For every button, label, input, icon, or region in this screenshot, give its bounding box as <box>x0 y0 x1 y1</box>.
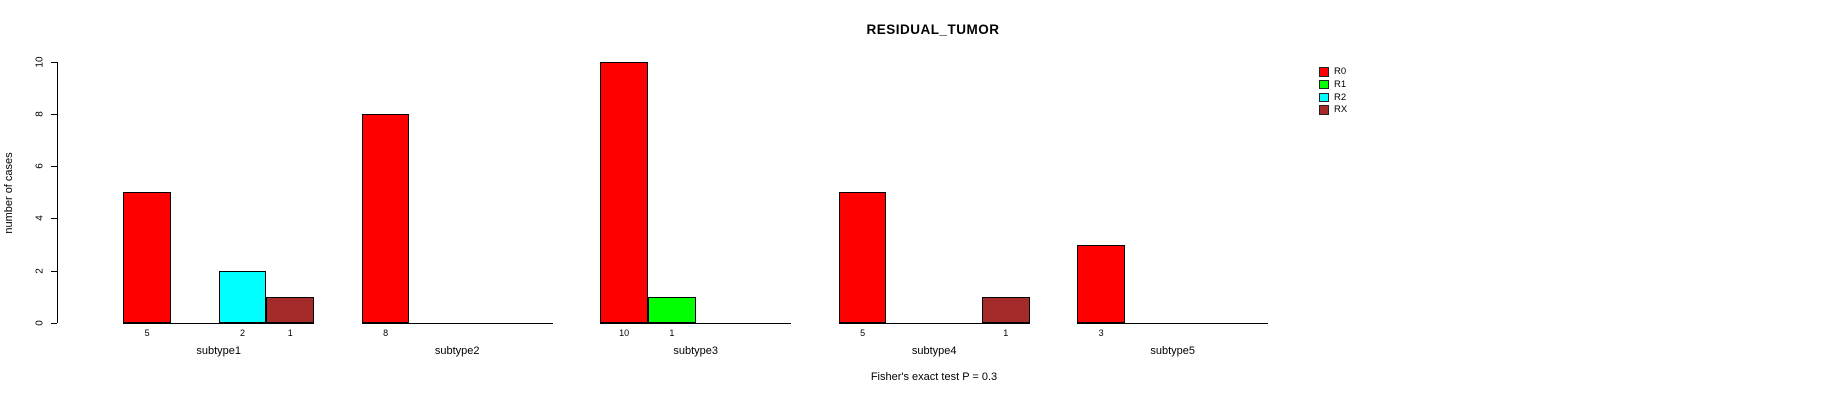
legend-label: R1 <box>1334 78 1347 90</box>
legend-label: RX <box>1334 104 1348 116</box>
bar <box>123 192 171 323</box>
legend-label: R2 <box>1334 91 1347 103</box>
category-label: subtype1 <box>196 345 242 357</box>
bar <box>648 296 696 323</box>
y-tick-mark <box>50 270 57 272</box>
bar-value-label: 8 <box>383 328 389 338</box>
bar-value-label: 5 <box>144 328 150 338</box>
bar <box>361 113 410 323</box>
legend-swatch <box>1319 92 1329 102</box>
bar-value-label: 1 <box>287 328 293 338</box>
bar <box>266 296 315 323</box>
bar <box>981 296 1030 323</box>
legend-swatch <box>1319 67 1329 77</box>
category-label: subtype5 <box>1150 345 1196 357</box>
y-tick-label: 0 <box>34 320 46 326</box>
bar <box>218 270 267 323</box>
y-axis-label: number of cases <box>3 152 15 234</box>
y-tick-label: 10 <box>34 55 46 68</box>
legend-swatch <box>1319 105 1329 115</box>
bar <box>600 61 648 323</box>
y-axis-line <box>57 61 58 323</box>
x-axis-segment <box>361 322 553 324</box>
bar <box>1077 244 1125 323</box>
y-tick-label: 6 <box>34 163 46 169</box>
legend-swatch <box>1319 79 1329 90</box>
bar-value-label: 10 <box>619 328 630 338</box>
x-axis-segment <box>123 322 315 324</box>
y-tick-label: 4 <box>34 215 46 222</box>
bar-value-label: 1 <box>669 328 675 338</box>
y-tick-mark <box>50 218 57 220</box>
y-tick-mark <box>50 323 57 324</box>
footnote-text: Fisher's exact test P = 0.3 <box>870 371 998 383</box>
bar <box>838 192 887 323</box>
bar-value-label: 3 <box>1098 328 1104 338</box>
category-label: subtype2 <box>434 345 480 357</box>
bar-value-label: 1 <box>1003 328 1009 338</box>
chart-title: RESIDUAL_TUMOR <box>866 22 1000 37</box>
y-tick-mark <box>50 166 57 168</box>
legend-label: R0 <box>1334 66 1347 77</box>
category-label: subtype3 <box>673 345 719 357</box>
bar-value-label: 5 <box>860 328 866 338</box>
y-tick-label: 2 <box>34 267 46 274</box>
y-tick-label: 8 <box>34 111 46 117</box>
x-axis-segment <box>1077 322 1269 324</box>
category-label: subtype4 <box>911 345 957 357</box>
bar-value-label: 2 <box>240 328 246 338</box>
y-tick-mark <box>50 61 57 63</box>
x-axis-segment <box>838 322 1030 324</box>
y-tick-mark <box>50 113 57 115</box>
x-axis-segment <box>600 322 792 324</box>
